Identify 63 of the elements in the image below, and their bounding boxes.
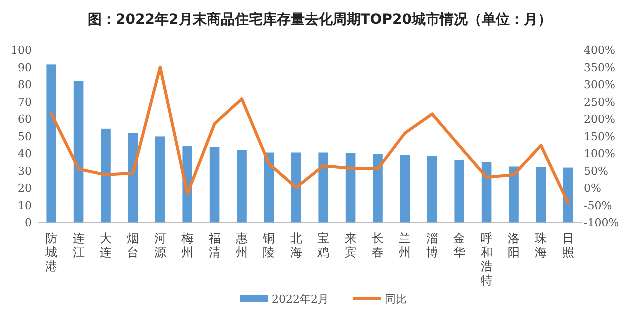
bar [101, 128, 111, 223]
bar [46, 64, 56, 223]
y-tick-label: 90 [18, 61, 32, 74]
y2-tick-label: 100% [584, 148, 616, 161]
y2-tick-label: 400% [584, 44, 616, 57]
y2-tick-label: 350% [584, 61, 616, 74]
x-tick-label: 惠州 [235, 232, 248, 260]
bar [373, 154, 383, 223]
bar [536, 167, 546, 223]
x-tick-label: 来宾 [344, 232, 357, 260]
y-tick-label: 20 [18, 182, 32, 196]
bar [237, 150, 247, 223]
y-tick-label: 60 [18, 113, 32, 126]
x-tick-label: 洛阳 [508, 232, 520, 260]
bar [564, 168, 574, 223]
x-tick-label: 大连 [100, 232, 112, 260]
bar [156, 136, 166, 223]
bar [400, 155, 410, 223]
y-tick-label: 30 [18, 164, 32, 178]
y2-tick-label: 0% [584, 182, 602, 196]
y2-tick-label: 250% [584, 96, 616, 109]
bar [509, 166, 519, 223]
y2-tick-label: -100% [584, 216, 620, 230]
y-tick-label: 0 [25, 216, 32, 230]
bar [346, 153, 356, 223]
y-tick-label: 100 [11, 44, 32, 57]
x-tick-label: 淄博 [426, 232, 438, 260]
bar [454, 160, 464, 223]
x-tick-label: 长春 [372, 232, 384, 260]
bar [428, 156, 438, 223]
x-tick-label: 防城港 [44, 232, 58, 274]
x-tick-label: 河源 [154, 232, 166, 260]
bar [74, 81, 84, 223]
y2-tick-label: 300% [584, 78, 616, 92]
x-tick-label: 烟台 [127, 232, 140, 260]
y2-tick-label: 200% [584, 113, 616, 126]
x-tick-label: 梅州 [180, 232, 194, 260]
y2-tick-label: -50% [584, 199, 612, 212]
y-tick-label: 50 [18, 130, 32, 144]
y2-tick-label: 50% [584, 164, 608, 178]
x-tick-label: 日照 [562, 232, 574, 260]
x-tick-label: 珠海 [535, 232, 548, 260]
bar [482, 162, 492, 223]
bar [210, 147, 220, 223]
legend-label: 同比 [385, 293, 407, 306]
x-tick-label: 北海 [290, 232, 302, 260]
x-tick-label: 福清 [208, 232, 221, 260]
y-tick-label: 40 [18, 148, 32, 161]
y-tick-label: 70 [18, 96, 32, 109]
x-tick-label: 铜陵 [262, 232, 276, 260]
x-tick-label: 兰州 [399, 232, 412, 260]
y-tick-label: 10 [18, 199, 32, 212]
line-series [50, 66, 570, 205]
bar [292, 152, 302, 223]
x-tick-label: 连江 [72, 232, 85, 260]
bar [318, 152, 328, 223]
x-tick-label: 呼和浩特 [480, 232, 493, 288]
chart-title: 图：2022年2月末商品住宅库存量去化周期TOP20城市情况（单位：月） [88, 11, 552, 28]
legend-label: 2022年2月 [272, 293, 329, 306]
y-tick-label: 80 [18, 78, 32, 92]
y2-tick-label: 150% [584, 130, 616, 144]
x-tick-label: 金华 [454, 232, 466, 260]
x-tick-label: 宝鸡 [316, 232, 330, 260]
